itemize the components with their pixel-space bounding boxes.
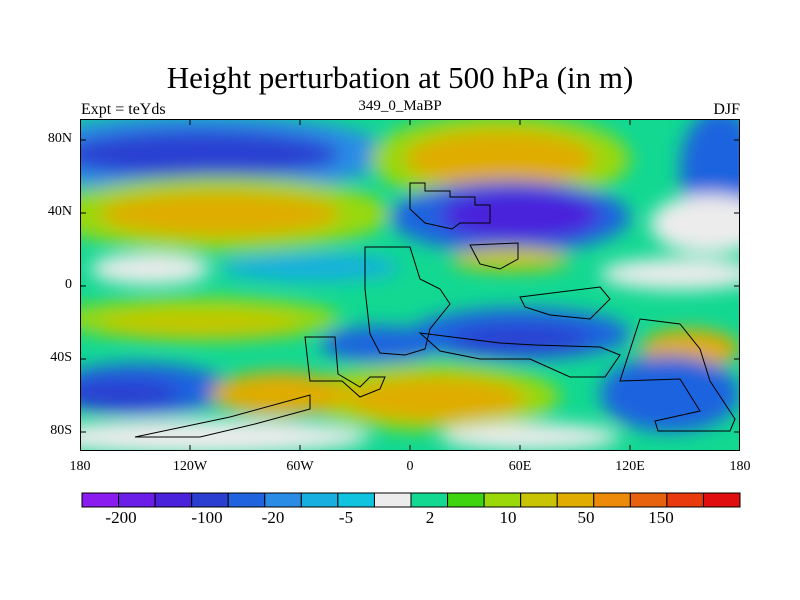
x-tick-label: 60E [508, 459, 532, 474]
colorbar-label: -5 [338, 508, 354, 527]
colorbar-label: 50 [577, 508, 595, 527]
colorbar-swatch [556, 492, 595, 508]
colorbar-swatch [300, 492, 339, 508]
colorbar-swatch [666, 492, 704, 508]
experiment-label: Expt = teYds [81, 101, 166, 118]
colorbar-swatch [410, 492, 449, 508]
colorbar-swatch [593, 492, 631, 508]
x-tick-label: 180 [729, 459, 751, 474]
colorbar-label: -200 [105, 508, 137, 527]
colorbar [81, 492, 741, 508]
colorbar-swatch [154, 492, 193, 508]
coastlines [134, 182, 736, 438]
y-tick-label: 80S [50, 423, 72, 438]
colorbar-swatch [81, 492, 120, 508]
period-label: 349_0_MaBP [358, 98, 442, 114]
colorbar-swatch [702, 492, 741, 508]
colorbar-label: -100 [191, 508, 223, 527]
colorbar-swatch [520, 492, 558, 508]
colorbar-swatch [227, 492, 266, 508]
y-tick-label: 40N [47, 204, 72, 219]
x-tick-label: 120E [615, 459, 645, 474]
season-label: DJF [713, 101, 740, 118]
colorbar-swatch [191, 492, 229, 508]
colorbar-swatch [373, 492, 412, 508]
x-tick-label: 60W [286, 459, 314, 474]
map-title: Height perturbation at 500 hPa (in m) [166, 60, 634, 95]
colorbar-swatch [118, 492, 156, 508]
x-tick-label: 120W [172, 459, 208, 474]
x-tick-label: 0 [406, 459, 414, 474]
contour-fill [80, 119, 740, 451]
colorbar-swatch [483, 492, 522, 508]
height-perturbation-map [80, 119, 740, 451]
colorbar-label: 2 [425, 508, 435, 527]
y-tick-label: 40S [50, 350, 72, 365]
colorbar-swatch [629, 492, 668, 508]
colorbar-label: 150 [648, 508, 674, 527]
colorbar-label: -20 [261, 508, 285, 527]
x-tick-label: 180 [69, 459, 91, 474]
y-tick-label: 80N [47, 131, 72, 146]
colorbar-swatch [337, 492, 375, 508]
y-tick-label: 0 [65, 277, 72, 292]
colorbar-swatch [447, 492, 485, 508]
axis-ticks [80, 119, 740, 451]
colorbar-label: 10 [499, 508, 517, 527]
colorbar-swatch [264, 492, 302, 508]
